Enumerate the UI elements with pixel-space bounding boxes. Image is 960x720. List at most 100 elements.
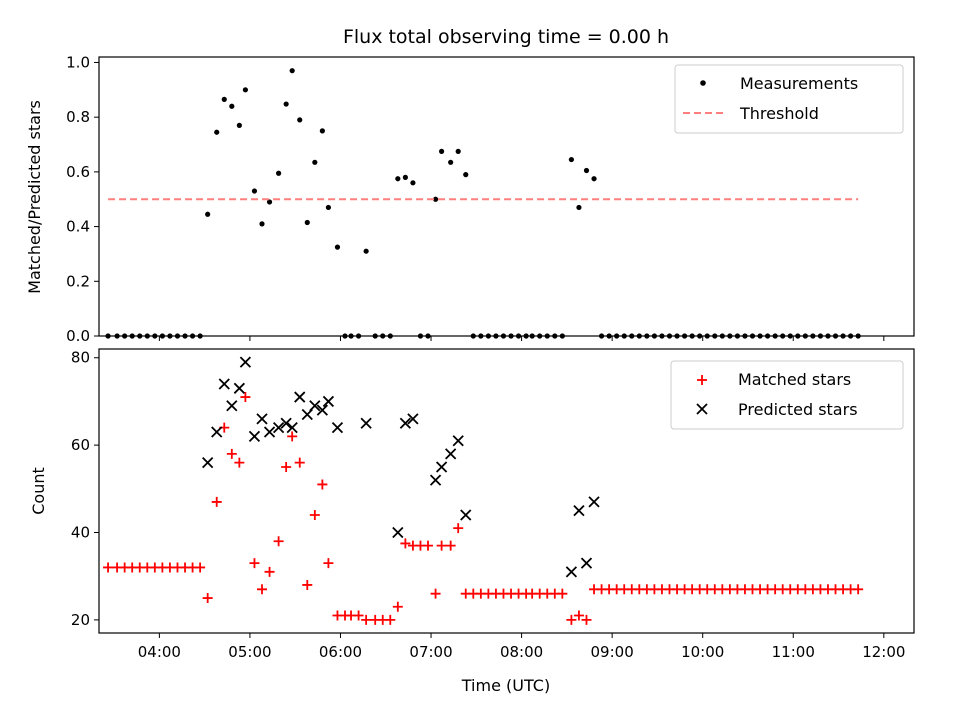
predicted-stars-point <box>392 526 404 539</box>
measurements-point <box>463 172 469 178</box>
predicted-stars-point <box>286 422 298 434</box>
matched-stars-point <box>453 523 464 534</box>
measurements-point <box>395 176 401 182</box>
measurements-point <box>448 159 454 165</box>
bottom-y-tick-label: 80 <box>71 349 90 367</box>
x-tick-label: 10:00 <box>681 643 724 661</box>
matched-stars-point <box>234 457 245 468</box>
predicted-stars-point <box>211 426 223 438</box>
measurements-point <box>236 122 242 128</box>
x-tick-label: 06:00 <box>319 643 362 661</box>
top-legend: Measurements Threshold <box>674 64 904 134</box>
matched-stars-point <box>423 540 434 551</box>
measurements-point <box>289 68 295 74</box>
predicted-stars-point <box>399 417 412 429</box>
measurements-point <box>214 129 220 135</box>
top-y-tick-label: 1.0 <box>66 53 90 71</box>
predicted-stars-point <box>322 395 335 408</box>
matched-stars-point <box>195 562 206 573</box>
matched-stars-point <box>240 392 251 403</box>
matched-stars-point <box>566 614 577 625</box>
predicted-stars-point <box>218 378 230 390</box>
measurements-point <box>568 156 574 163</box>
predicted-stars-point <box>309 400 321 412</box>
bottom-axes-frame <box>98 348 915 634</box>
x-tick-label: 04:00 <box>138 643 181 661</box>
measurements-point <box>297 117 303 123</box>
measurements-point <box>432 196 439 202</box>
predicted-stars-point <box>331 422 344 434</box>
x-tick-label: 07:00 <box>409 643 452 661</box>
measurements-point <box>410 180 416 186</box>
matched-stars-point <box>573 610 584 621</box>
matched-stars-point <box>445 540 456 551</box>
x-axis-label: Time (UTC) <box>461 676 550 695</box>
measurements-point <box>283 101 289 107</box>
measurements-point <box>205 211 211 217</box>
predicted-stars-point <box>429 474 442 486</box>
matched-stars-point <box>281 461 292 472</box>
bottom-y-axis-label: Count <box>29 467 48 515</box>
measurements-point <box>439 148 445 154</box>
matched-stars-point <box>294 457 305 468</box>
matched-stars-point <box>392 601 403 612</box>
predicted-stars-point <box>239 356 252 368</box>
measurements-point <box>591 176 597 182</box>
measurements-point <box>242 87 248 93</box>
chart-title: Flux total observing time = 0.00 h <box>343 26 669 48</box>
predicted-stars-point <box>435 461 448 473</box>
predicted-stars-point <box>248 430 261 443</box>
top-y-tick-label: 0.8 <box>66 108 90 126</box>
matched-stars-point <box>103 562 114 573</box>
predicted-stars-point <box>316 404 329 416</box>
matched-stars-point <box>257 584 267 595</box>
matched-stars-point <box>385 614 396 625</box>
measurements-point <box>455 148 461 154</box>
legend-threshold-label: Threshold <box>739 104 819 123</box>
measurements-point <box>221 96 227 102</box>
x-tick-label: 09:00 <box>591 643 634 661</box>
measurements-point <box>363 248 369 254</box>
measurements-point <box>312 159 318 165</box>
measurements-point <box>402 174 408 180</box>
top-y-tick-label: 0.6 <box>66 163 90 181</box>
bottom-legend: Matched stars Predicted stars <box>670 360 904 430</box>
measurements-point <box>319 128 325 134</box>
measurements-point <box>334 244 341 250</box>
matched-stars-point <box>436 540 447 551</box>
matched-stars-point <box>287 431 298 442</box>
legend-predicted-label: Predicted stars <box>738 400 858 419</box>
measurements-point <box>576 204 582 211</box>
predicted-stars-point <box>460 509 472 521</box>
bottom-y-tick-label: 40 <box>71 524 90 542</box>
predicted-stars-point <box>407 413 419 425</box>
measurements-point <box>325 204 332 211</box>
x-tick-label: 08:00 <box>500 643 543 661</box>
matched-stars-point <box>317 479 328 490</box>
predicted-stars-point <box>360 417 372 429</box>
legend-predicted-marker <box>696 403 708 415</box>
matched-stars-point <box>353 610 364 621</box>
legend-measurements-label: Measurements <box>740 74 858 93</box>
measurements-point <box>276 170 282 176</box>
measurements-point <box>251 188 258 194</box>
predicted-stars-point <box>263 426 276 438</box>
matched-stars-point <box>202 593 213 604</box>
top-y-tick-label: 0.4 <box>66 218 90 236</box>
predicted-stars-point <box>256 413 268 425</box>
matched-stars-point <box>226 448 237 459</box>
matched-stars-point <box>211 496 222 507</box>
predicted-stars-point <box>565 566 578 578</box>
matched-stars-point <box>557 588 568 599</box>
measurements-point <box>259 221 265 227</box>
measurements-point <box>304 219 310 226</box>
top-y-tick-label: 0.2 <box>66 272 90 290</box>
matched-stars-point <box>273 536 284 547</box>
x-tick-label: 05:00 <box>228 643 271 661</box>
matched-stars-point <box>323 558 334 569</box>
x-tick-label: 12:00 <box>862 643 905 661</box>
top-axes-frame <box>98 56 915 337</box>
legend-matched-marker <box>697 375 707 385</box>
predicted-stars-point <box>588 496 600 508</box>
